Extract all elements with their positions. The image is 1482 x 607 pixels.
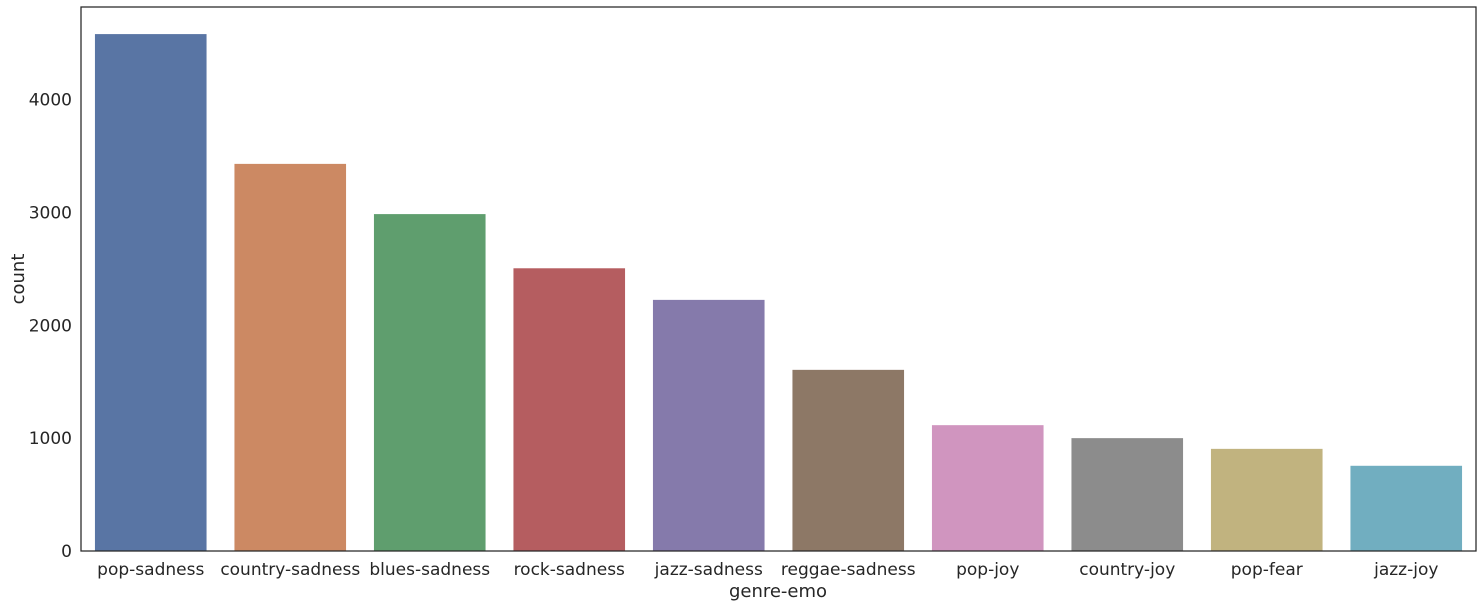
x-tick-label: jazz-joy <box>1373 560 1438 580</box>
plot-frame <box>80 6 1477 552</box>
x-tick-label: reggae-sadness <box>781 560 916 580</box>
y-axis-ticks: 0 1000 2000 3000 4000 <box>29 91 72 562</box>
y-tick-label: 2000 <box>29 316 72 336</box>
y-tick-label: 1000 <box>29 429 72 449</box>
y-tick-label: 4000 <box>29 91 72 111</box>
bar-blues-sadness <box>373 214 486 551</box>
bar-country-joy <box>1071 438 1184 551</box>
x-tick-label: blues-sadness <box>369 560 490 580</box>
bar-country-sadness <box>234 163 347 551</box>
bars-layer <box>94 34 1463 551</box>
bar-reggae-sadness <box>792 369 905 551</box>
bar-rock-sadness <box>513 268 626 551</box>
bar-jazz-joy <box>1350 465 1463 551</box>
x-axis-ticks: pop-sadness country-sadness blues-sadness r… <box>97 560 1438 580</box>
x-tick-label: pop-joy <box>956 560 1019 580</box>
x-tick-label: country-sadness <box>220 560 360 580</box>
x-axis-label: genre-emo <box>729 581 827 602</box>
bar-pop-fear <box>1210 448 1323 551</box>
y-tick-label: 0 <box>61 542 72 562</box>
x-tick-label: pop-fear <box>1231 560 1303 580</box>
x-tick-label: jazz-sadness <box>654 560 763 580</box>
y-axis-label: count <box>8 254 29 305</box>
x-tick-label: rock-sadness <box>514 560 625 580</box>
x-tick-label: country-joy <box>1079 560 1175 580</box>
y-tick-label: 3000 <box>29 203 72 223</box>
bar-jazz-sadness <box>652 299 765 551</box>
x-tick-label: pop-sadness <box>97 560 204 580</box>
bar-pop-joy <box>931 425 1044 551</box>
bar-pop-sadness <box>94 34 207 551</box>
